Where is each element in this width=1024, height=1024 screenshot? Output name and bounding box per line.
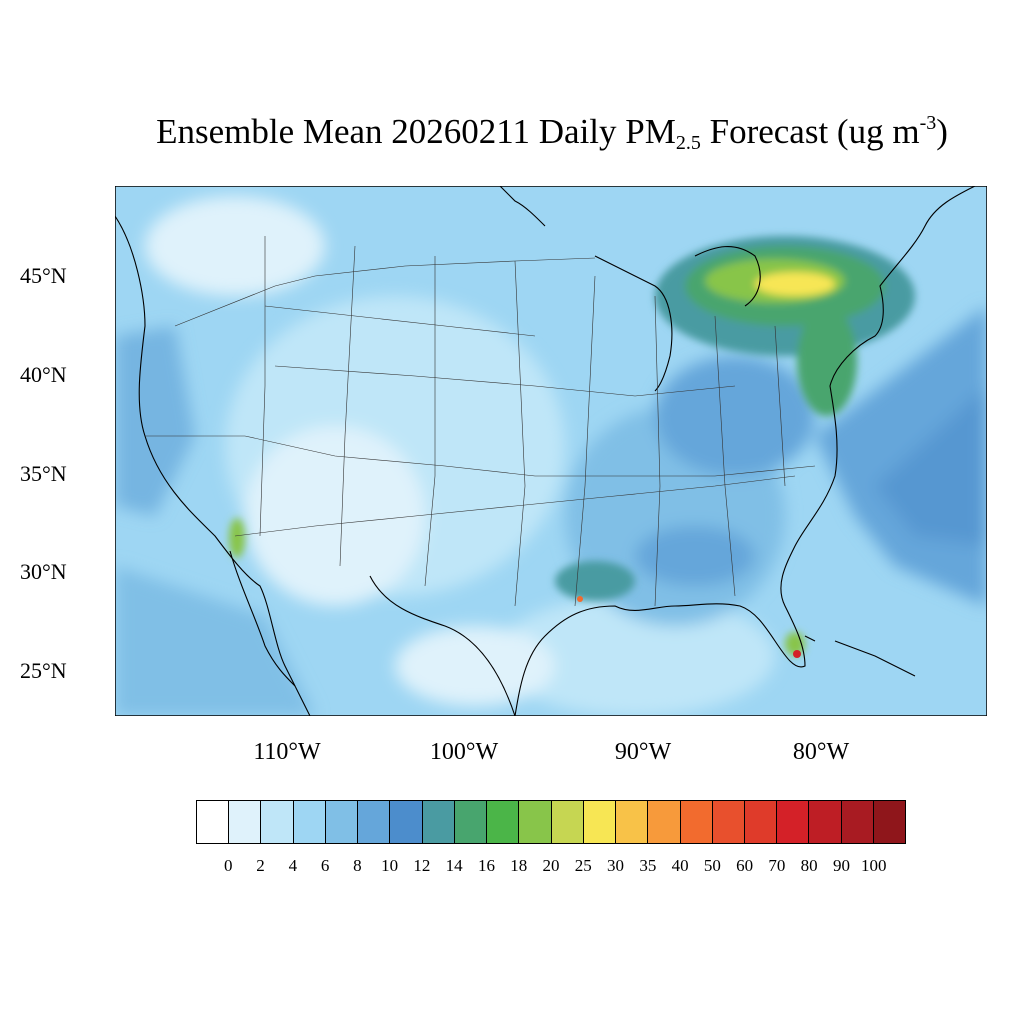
colorbar-label: 50: [703, 856, 721, 875]
colorbar-box-3: [293, 801, 326, 843]
colorbar-box-10: [519, 801, 552, 843]
map-title: Ensemble Mean 20260211 Daily PM2.5 Forec…: [0, 112, 1024, 155]
colorbar-label: 20: [542, 856, 560, 875]
colorbar-label: 12: [413, 856, 431, 875]
colorbar-box-17: [744, 801, 778, 843]
colorbar-box-12: [583, 801, 617, 843]
title-middle: Forecast (ug m: [700, 112, 920, 151]
lat-label-35: 35°N: [20, 461, 67, 486]
colorbar-label: 70: [768, 856, 786, 875]
colorbar-box-19: [809, 801, 842, 843]
colorbar-label: 25: [574, 856, 592, 875]
colorbar: [196, 800, 906, 844]
colorbar-label: 4: [288, 856, 298, 875]
colorbar-box-8: [454, 801, 488, 843]
colorbar-box-7: [422, 801, 455, 843]
lon-label-90w: 90°W: [614, 739, 672, 765]
title-superscript: -3: [919, 112, 937, 134]
colorbar-box-20: [841, 801, 874, 843]
colorbar-box-1: [229, 801, 262, 843]
map-svg: [115, 186, 987, 716]
colorbar-label: 60: [736, 856, 754, 875]
hotspot-louisiana: [577, 596, 583, 602]
colorbar-box-2: [261, 801, 294, 843]
colorbar-label: 2: [256, 856, 265, 875]
colorbar-label: 100: [860, 856, 887, 875]
title-subscript: 2.5: [675, 132, 701, 154]
colorbar-box-4: [325, 801, 359, 843]
colorbar-label: 16: [477, 856, 495, 875]
plume-field: [229, 236, 915, 656]
colorbar-label: 0: [224, 856, 233, 875]
colorbar-box-16: [712, 801, 745, 843]
colorbar-box-21: [873, 801, 906, 843]
state-borders: [145, 236, 816, 607]
lat-label-45: 45°N: [20, 263, 67, 288]
lon-label-80w: 80°W: [792, 739, 850, 765]
colorbar-box-13: [616, 801, 649, 843]
colorbar-label: 18: [510, 856, 528, 875]
colorbar-label: 30: [607, 856, 625, 875]
lat-label-25: 25°N: [20, 658, 67, 683]
colorbar-label: 90: [832, 856, 850, 875]
coastlines: [115, 186, 976, 716]
map-plot-area: [115, 186, 987, 716]
colorbar-box-11: [551, 801, 584, 843]
title-suffix: ): [936, 112, 948, 151]
colorbar-label: 35: [639, 856, 657, 875]
colorbar-box-9: [487, 801, 520, 843]
concentration-field: [115, 196, 987, 716]
colorbar-box-15: [680, 801, 713, 843]
lat-label-40: 40°N: [20, 362, 67, 387]
lon-label-110w: 110°W: [253, 739, 321, 765]
colorbar-box-18: [777, 801, 810, 843]
colorbar-box-5: [358, 801, 391, 843]
colorbar-label: 80: [800, 856, 818, 875]
colorbar-box-0: [197, 801, 230, 843]
colorbar-box-6: [390, 801, 423, 843]
colorbar-label: 8: [353, 856, 362, 875]
hotspot-florida: [793, 650, 801, 658]
colorbar-label: 6: [320, 856, 330, 875]
colorbar-label: 10: [381, 856, 399, 875]
colorbar-box-14: [648, 801, 681, 843]
lat-label-30: 30°N: [20, 559, 67, 584]
colorbar-label: 14: [445, 856, 463, 875]
colorbar-label: 40: [671, 856, 689, 875]
title-prefix: Ensemble Mean 20260211 Daily PM: [156, 112, 676, 151]
lon-label-100w: 100°W: [429, 739, 499, 765]
